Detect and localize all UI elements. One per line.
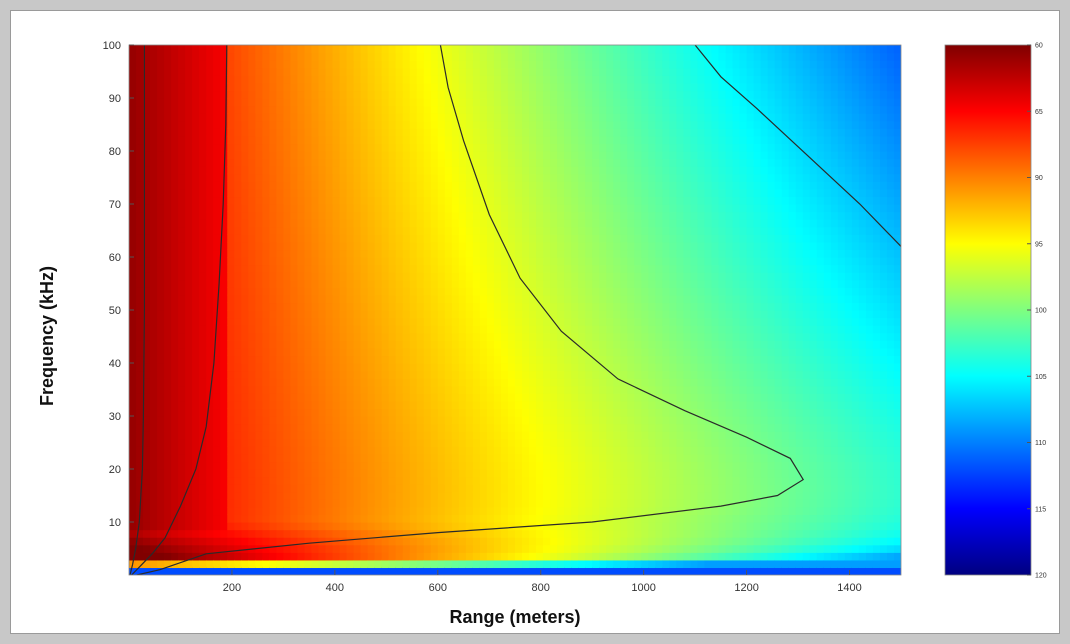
colorbar-tick-label: 95 (1035, 241, 1043, 248)
colorbar-tick-label: 100 (1035, 308, 1047, 315)
colorbar-ticks: 60 65 90 95 100 105 110 115 120 (1027, 43, 1047, 580)
colorbar-tick-label: 115 (1035, 506, 1046, 513)
x-tick-label: 800 (532, 582, 550, 594)
x-axis-ticks: 200 400 600 800 1000 1200 1400 (223, 570, 862, 594)
heatmap-chart: 200 400 600 800 1000 1200 1400 10 20 30 40 50 60 70 8… (37, 40, 1047, 627)
colorbar (945, 45, 1031, 575)
y-tick-label: 70 (109, 199, 121, 211)
heatmap-field (129, 45, 901, 575)
colorbar-tick-label: 105 (1035, 374, 1047, 381)
x-axis-label: Range (meters) (449, 607, 580, 627)
x-tick-label: 1400 (837, 582, 861, 594)
y-tick-label: 30 (109, 411, 121, 423)
y-tick-label: 40 (109, 358, 121, 370)
x-tick-label: 400 (326, 582, 344, 594)
colorbar-tick-label: 60 (1035, 43, 1043, 50)
y-tick-label: 100 (103, 40, 121, 52)
y-tick-label: 20 (109, 464, 121, 476)
x-tick-label: 200 (223, 582, 241, 594)
contour-line-c1 (129, 45, 145, 575)
y-tick-label: 80 (109, 146, 121, 158)
x-tick-label: 600 (429, 582, 447, 594)
contour-line-c2 (131, 45, 228, 575)
y-tick-label: 50 (109, 305, 121, 317)
y-axis-ticks: 10 20 30 40 50 60 70 80 90 100 (103, 40, 134, 529)
x-tick-label: 1000 (631, 582, 655, 594)
figure-frame: 200 400 600 800 1000 1200 1400 10 20 30 40 50 60 70 8… (10, 10, 1060, 634)
contour-line-c3 (136, 45, 805, 575)
y-tick-label: 90 (109, 93, 121, 105)
contour-line-c4 (694, 45, 901, 247)
x-tick-label: 1200 (734, 582, 758, 594)
colorbar-tick-label: 65 (1035, 109, 1043, 116)
colorbar-tick-label: 90 (1035, 175, 1043, 182)
y-axis-label: Frequency (kHz) (37, 266, 57, 406)
contour-lines (129, 45, 901, 575)
y-tick-label: 60 (109, 252, 121, 264)
colorbar-tick-label: 120 (1035, 573, 1047, 580)
colorbar-tick-label: 110 (1035, 440, 1046, 447)
y-tick-label: 10 (109, 517, 121, 529)
